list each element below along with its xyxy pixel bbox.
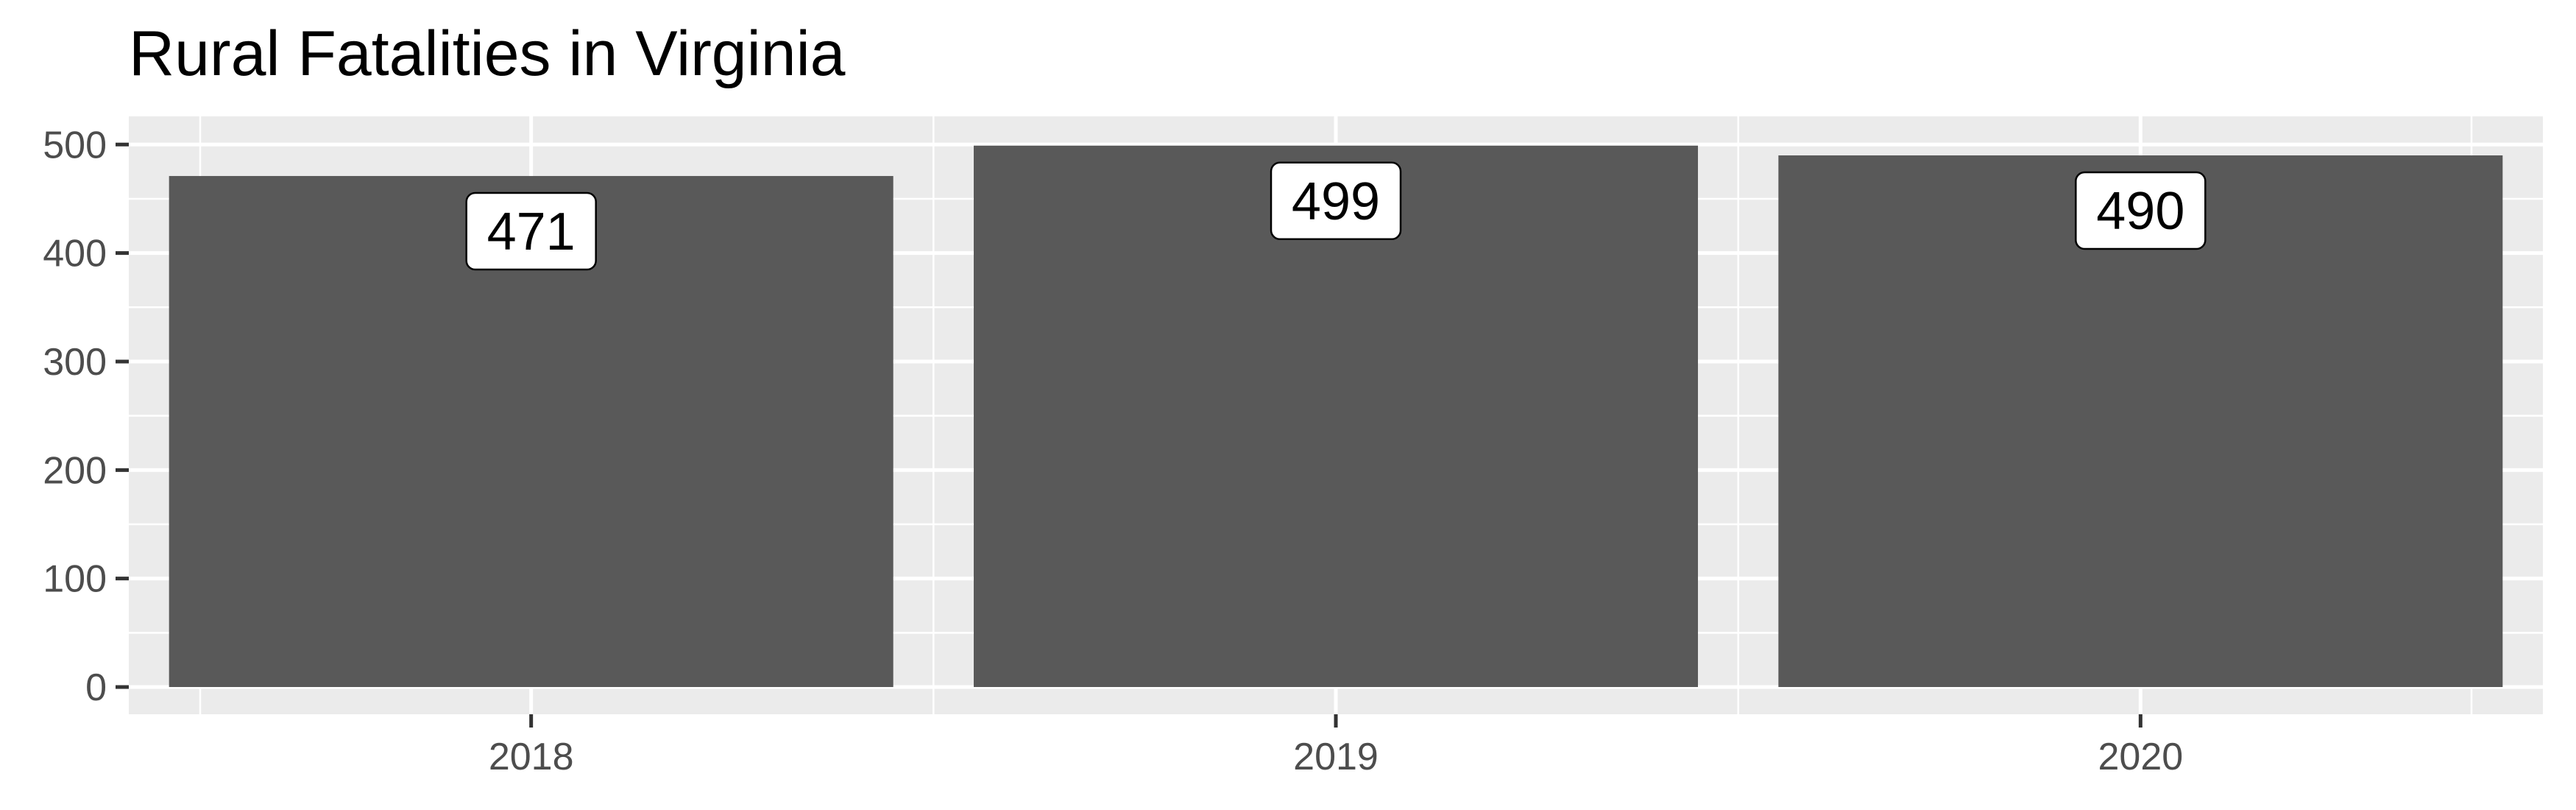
y-tick-label: 500 xyxy=(43,124,107,166)
chart-title: Rural Fatalities in Virginia xyxy=(129,18,846,89)
y-tick-label: 300 xyxy=(43,341,107,384)
data-label-2019: 499 xyxy=(1270,161,1402,241)
y-tick-label: 400 xyxy=(43,233,107,275)
data-label-box xyxy=(465,191,597,271)
data-labels: 471 499 490 xyxy=(465,161,2207,271)
data-label-box xyxy=(1270,161,1402,241)
x-axis: 2018 2019 2020 xyxy=(489,714,2183,778)
data-label-2018: 471 xyxy=(465,191,597,271)
data-label-value: 490 xyxy=(2096,182,2184,241)
data-label-value: 471 xyxy=(487,202,576,261)
data-label-box xyxy=(2075,171,2207,250)
x-tick-label: 2020 xyxy=(2098,736,2183,778)
y-tick-label: 100 xyxy=(43,558,107,601)
y-tick-label: 0 xyxy=(85,666,107,709)
x-tick-label: 2019 xyxy=(1293,736,1379,778)
y-tick-label: 200 xyxy=(43,449,107,492)
data-label-value: 499 xyxy=(1292,172,1380,231)
bars xyxy=(169,145,2503,688)
x-tick-label: 2018 xyxy=(489,736,574,778)
data-label-2020: 490 xyxy=(2075,171,2207,250)
y-axis: 0 100 200 300 400 500 xyxy=(43,124,129,709)
